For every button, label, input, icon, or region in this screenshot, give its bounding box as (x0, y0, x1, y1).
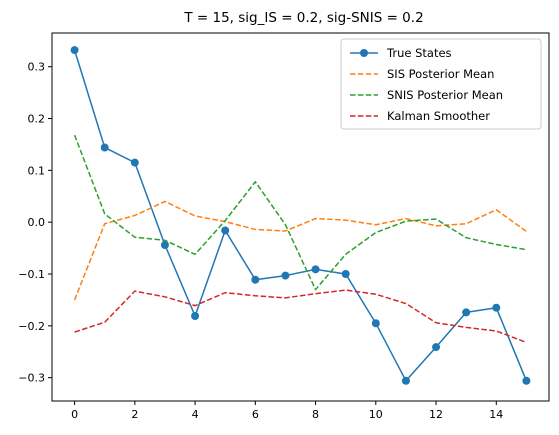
y-tick-label: 0.0 (28, 216, 46, 229)
data-point-true-states (311, 265, 320, 274)
data-point-true-states (221, 226, 230, 235)
data-point-true-states (160, 240, 169, 249)
data-point-true-states (522, 376, 531, 385)
series-layer (70, 46, 531, 385)
y-axis: 0.3 0.2 0.1 0.0 −0.1 −0.2 −0.3 (18, 61, 52, 385)
y-tick-label: −0.2 (18, 320, 45, 333)
data-point-true-states (130, 158, 139, 167)
x-tick-label: 0 (71, 408, 78, 421)
series-line-sis-posterior-mean (73, 200, 527, 301)
x-tick-label: 6 (252, 408, 259, 421)
x-tick-label: 8 (312, 408, 319, 421)
data-point-true-states (70, 46, 79, 55)
legend: True States SIS Posterior Mean SNIS Poster… (340, 38, 542, 130)
legend-marker-true-states (360, 49, 368, 57)
data-point-true-states (492, 303, 501, 312)
y-tick-label: 0.2 (28, 113, 46, 126)
data-point-true-states (251, 275, 260, 284)
x-tick-label: 14 (489, 408, 503, 421)
legend-label-kalman-smoother: Kalman Smoother (387, 109, 490, 123)
legend-label-sis-posterior-mean: SIS Posterior Mean (387, 67, 494, 81)
y-tick-label: 0.3 (28, 61, 46, 74)
legend-box (340, 38, 542, 130)
x-axis: 0 2 4 6 8 10 12 14 (71, 401, 503, 421)
x-tick-label: 4 (192, 408, 199, 421)
data-point-true-states (191, 311, 200, 320)
y-tick-label: 0.1 (28, 164, 46, 177)
plot-frame (51, 32, 550, 402)
chart-title: T = 15, sig_IS = 0.2, sig-SNIS = 0.2 (183, 10, 423, 26)
data-point-true-states (432, 343, 441, 352)
x-tick-label: 12 (429, 408, 443, 421)
series-line-true-states (73, 49, 528, 382)
legend-label-snis-posterior-mean: SNIS Posterior Mean (387, 88, 503, 102)
data-point-true-states (462, 308, 471, 317)
legend-label-true-states: True States (386, 46, 452, 60)
data-point-true-states (401, 376, 410, 385)
x-tick-label: 10 (369, 408, 383, 421)
data-point-true-states (341, 270, 350, 279)
data-point-true-states (371, 319, 380, 328)
y-tick-label: −0.3 (18, 372, 45, 385)
y-tick-label: −0.1 (18, 268, 45, 281)
series-line-kalman-smoother (74, 289, 527, 344)
x-tick-label: 2 (131, 408, 138, 421)
plot-area (51, 32, 550, 402)
series-line-snis-posterior-mean (73, 134, 527, 291)
data-point-true-states (281, 271, 290, 280)
data-point-true-states (100, 143, 109, 152)
